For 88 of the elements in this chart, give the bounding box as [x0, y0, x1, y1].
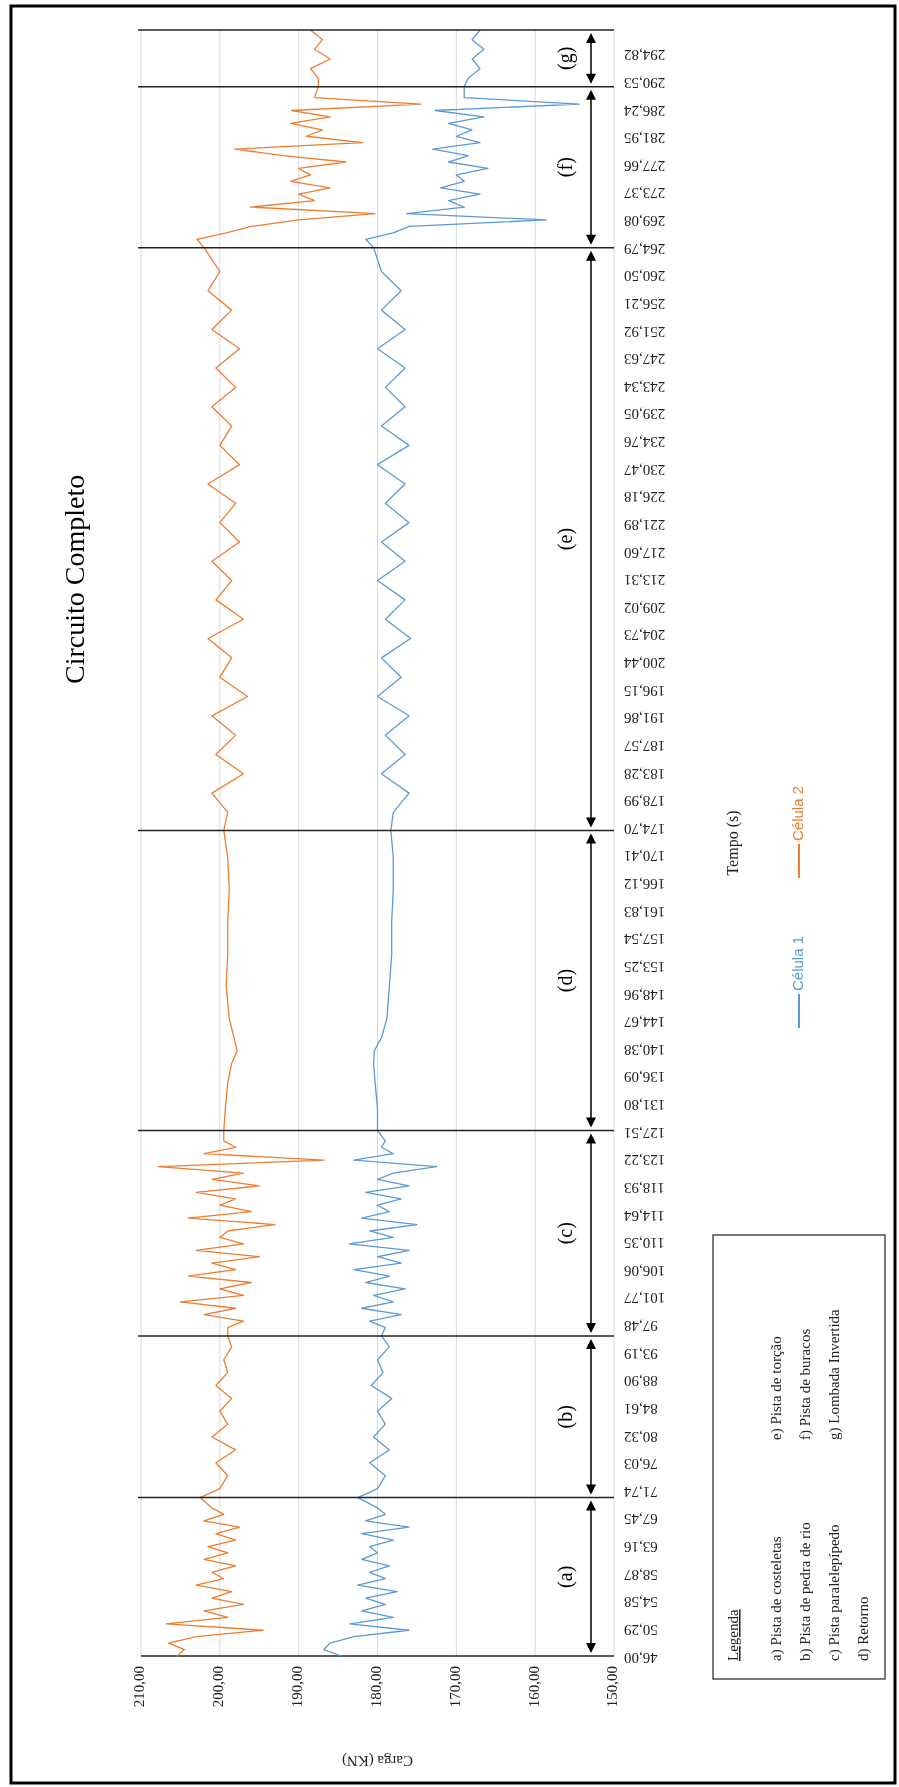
- y-tick-label: 183,28: [624, 765, 666, 782]
- annotation: (a): [553, 1565, 577, 1588]
- y-tick-label: 123,22: [624, 1152, 666, 1169]
- y-tick-label: 260,50: [624, 268, 666, 285]
- y-tick-label: 118,93: [624, 1179, 665, 1196]
- y-tick-label: 157,54: [623, 931, 666, 948]
- y-tick-label: 58,87: [623, 1566, 658, 1583]
- y-tick-label: 178,99: [624, 793, 666, 810]
- text: g) Lombada Invertida: [826, 1308, 843, 1440]
- y-tick-label: 209,02: [624, 599, 666, 616]
- y-tick-label: 226,18: [624, 489, 666, 506]
- y-tick-label: 213,31: [624, 572, 666, 589]
- y-tick-label: 46,00: [624, 1649, 658, 1666]
- y-tick-label: 264,79: [624, 240, 666, 257]
- y-tick-label: 277,66: [623, 157, 666, 174]
- text: c) Pista paralelepípedo: [826, 1524, 843, 1661]
- y-axis-title: Tempo (s): [724, 810, 742, 876]
- text: e) Pista de torção: [768, 1336, 785, 1440]
- text: Legenda: [725, 1609, 741, 1661]
- y-tick-label: 161,83: [624, 903, 666, 920]
- x-tick-label: 160,00: [525, 1666, 542, 1708]
- annotation: (e): [553, 527, 577, 551]
- y-tick-label: 110,35: [624, 1235, 665, 1252]
- y-tick-label: 269,08: [624, 213, 666, 230]
- y-tick-label: 290,53: [624, 74, 666, 91]
- y-tick-label: 67,45: [624, 1511, 658, 1528]
- y-tick-label: 251,92: [624, 323, 666, 340]
- y-tick-label: 76,03: [624, 1456, 658, 1473]
- x-tick-label: 200,00: [210, 1666, 227, 1708]
- y-tick-label: 114,64: [623, 1207, 665, 1224]
- annotation: (g): [553, 46, 577, 70]
- y-tick-label: 243,34: [623, 378, 666, 395]
- x-tick-label: 180,00: [367, 1666, 384, 1708]
- x-tick-label: 150,00: [604, 1666, 621, 1708]
- y-tick-label: 148,96: [623, 986, 666, 1003]
- x-tick-label: 190,00: [289, 1666, 306, 1708]
- y-tick-label: 239,05: [624, 406, 666, 423]
- annotation: (d): [553, 968, 577, 993]
- y-tick-label: 294,82: [624, 47, 666, 64]
- y-tick-label: 50,29: [624, 1621, 658, 1638]
- y-tick-label: 196,15: [624, 682, 666, 699]
- x-axis-title: Carga (KN): [342, 1751, 413, 1769]
- y-tick-label: 247,63: [624, 351, 666, 368]
- y-tick-label: 97,48: [624, 1318, 658, 1335]
- annotation: (b): [553, 1405, 577, 1429]
- text: f) Pista de buracos: [797, 1328, 814, 1440]
- y-tick-label: 144,67: [623, 1014, 666, 1031]
- x-tick-label: 170,00: [446, 1666, 463, 1708]
- y-tick-label: 140,38: [624, 1041, 666, 1058]
- y-tick-label: 101,77: [623, 1290, 666, 1307]
- y-tick-label: 200,44: [623, 655, 666, 672]
- y-tick-label: 256,21: [624, 295, 666, 312]
- y-tick-label: 153,25: [624, 958, 666, 975]
- y-tick-label: 136,09: [624, 1069, 666, 1086]
- text: a) Pista de costeletas: [768, 1536, 785, 1661]
- y-tick-label: 80,32: [624, 1428, 658, 1445]
- y-tick-label: 281,95: [624, 130, 666, 147]
- annotation: (c): [553, 1222, 577, 1245]
- text: d) Retorno: [855, 1596, 872, 1661]
- y-tick-label: 230,47: [623, 461, 666, 478]
- y-tick-label: 54,58: [624, 1594, 658, 1611]
- y-tick-label: 221,89: [624, 516, 666, 533]
- x-tick-label: 210,00: [131, 1666, 148, 1708]
- y-tick-label: 84,61: [624, 1400, 658, 1417]
- y-tick-label: 191,86: [623, 710, 666, 727]
- y-tick-label: 204,73: [624, 627, 666, 644]
- y-tick-label: 93,19: [624, 1345, 658, 1362]
- line-series: [157, 29, 422, 1657]
- y-tick-label: 127,51: [624, 1124, 666, 1141]
- y-tick-label: 170,41: [624, 848, 666, 865]
- line-series: [323, 29, 580, 1657]
- text: Célula 2: [788, 785, 806, 841]
- annotation: (f): [553, 157, 577, 178]
- y-tick-label: 131,80: [624, 1097, 666, 1114]
- y-tick-label: 174,70: [624, 820, 666, 837]
- text: b) Pista de pedra de rio: [797, 1522, 814, 1661]
- y-tick-label: 71,74: [623, 1483, 658, 1500]
- y-tick-label: 286,24: [623, 102, 666, 119]
- y-tick-label: 273,37: [623, 185, 666, 202]
- y-tick-label: 217,60: [624, 544, 666, 561]
- text: Célula 1: [788, 935, 806, 991]
- y-tick-label: 63,16: [623, 1539, 658, 1556]
- y-tick-label: 106,06: [623, 1262, 666, 1279]
- y-tick-label: 234,76: [623, 434, 666, 451]
- y-tick-label: 88,90: [624, 1373, 658, 1390]
- text: Circuito Completo: [59, 474, 90, 684]
- y-tick-label: 166,12: [624, 876, 666, 893]
- y-tick-label: 187,57: [623, 737, 666, 754]
